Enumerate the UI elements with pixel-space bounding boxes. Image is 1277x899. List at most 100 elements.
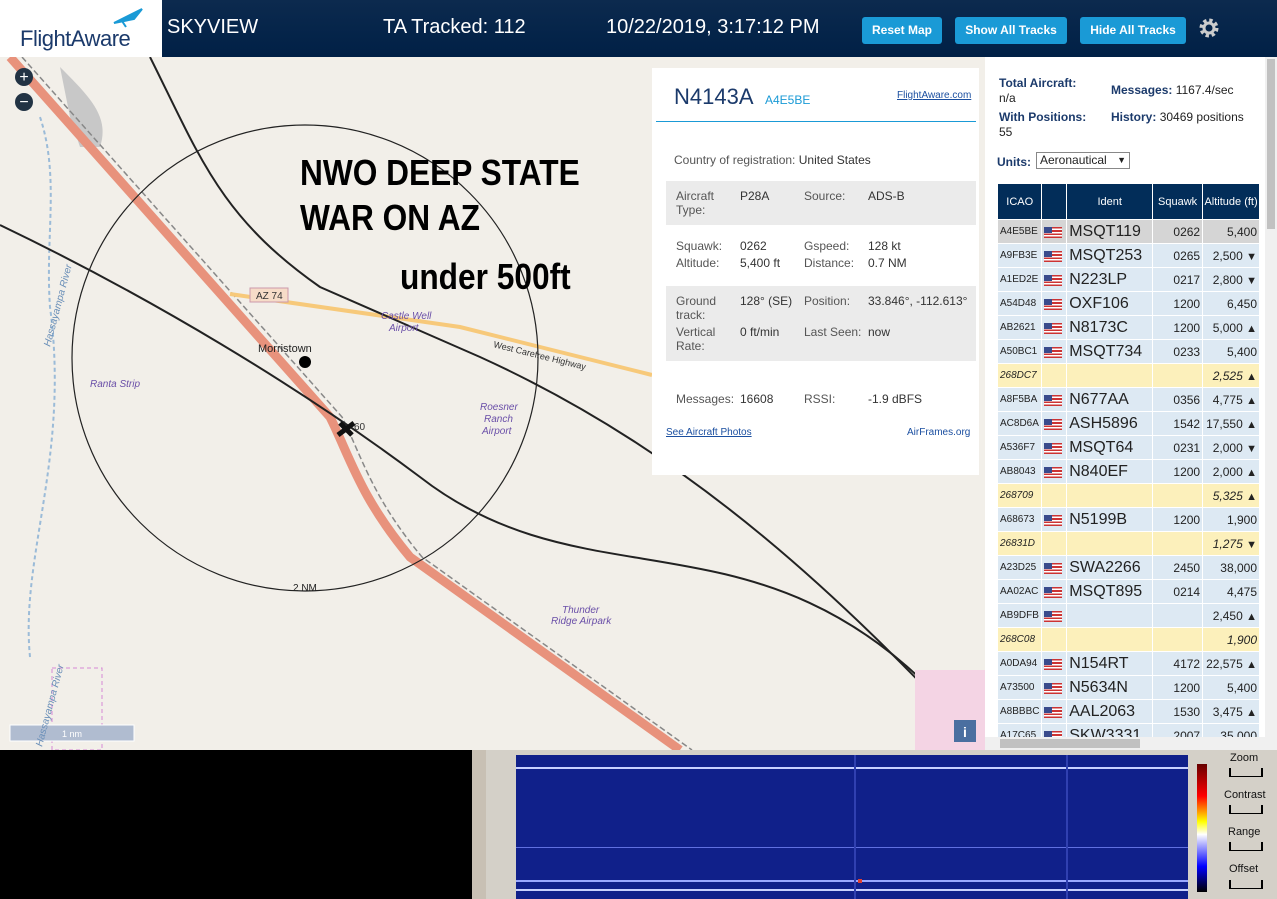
detail-group: Ground track: 128° (SE) Position: 33.846°, …	[666, 286, 976, 361]
photos-link[interactable]: See Aircraft Photos	[666, 427, 752, 438]
altitude-cell: 5,325 ▲	[1202, 483, 1260, 508]
zoom-out[interactable]	[15, 93, 33, 111]
icao: A8BBBC	[996, 699, 1043, 724]
aircraft-row[interactable]: 26831D 1,275 ▼	[996, 531, 1260, 556]
aircraft-row[interactable]: A1ED2E N223LP 0217 2,800 ▼	[996, 267, 1260, 292]
flag-icon	[1044, 610, 1063, 622]
logo[interactable]: FlightAware	[0, 0, 162, 57]
aircraft-row[interactable]: A68673 N5199B 1200 1,900	[996, 507, 1260, 532]
detail-group: Aircraft Type: P28A Source: ADS-B	[666, 181, 976, 225]
reset-map-button[interactable]: Reset Map	[862, 17, 942, 44]
aircraft-row[interactable]: AA02AC MSQT895 0214 4,475	[996, 579, 1260, 604]
squawk	[1152, 603, 1204, 628]
altitude: 2,000	[1212, 464, 1243, 479]
flag-icon	[1044, 346, 1063, 358]
aircraft-row[interactable]: AB9DFB 2,450 ▲	[996, 603, 1260, 628]
detail-value: ADS-B	[868, 189, 905, 203]
altitude-cell: 4,775 ▲	[1202, 387, 1260, 412]
popup-callsign: N4143A	[674, 84, 754, 109]
stat-value: n/a	[999, 91, 1016, 105]
detail-label: Position:	[804, 294, 851, 308]
squawk	[1152, 363, 1204, 388]
altitude: 2,500	[1212, 248, 1243, 263]
aircraft-row[interactable]: A8F5BA N677AA 0356 4,775 ▲	[996, 387, 1260, 412]
range-slider[interactable]	[1229, 842, 1263, 851]
column-header[interactable]: Altitude (ft)	[1202, 183, 1260, 220]
icao: A68673	[996, 507, 1043, 532]
altitude: 4,475	[1226, 584, 1257, 599]
aircraft-row[interactable]: AC8D6A ASH5896 1542 17,550 ▲	[996, 411, 1260, 436]
zoom-slider[interactable]	[1229, 768, 1263, 777]
flag-cell	[1041, 291, 1068, 316]
flag-cell	[1041, 219, 1068, 244]
color-bar	[1197, 764, 1207, 892]
aircraft-row[interactable]: A0DA94 N154RT 4172 22,575 ▲	[996, 651, 1260, 676]
column-header[interactable]: ICAO	[996, 183, 1043, 220]
aircraft-icon[interactable]	[336, 421, 356, 437]
popup-link[interactable]: FlightAware.com	[897, 90, 972, 101]
icao: A23D25	[996, 555, 1043, 580]
airframes-link[interactable]: AirFrames.org	[907, 427, 971, 438]
detail-value: 128 kt	[868, 239, 901, 253]
aircraft-row[interactable]: A50BC1 MSQT734 0233 5,400	[996, 339, 1260, 364]
divider	[656, 121, 976, 122]
icao: AB9DFB	[996, 603, 1043, 628]
ident: N840EF	[1066, 459, 1154, 484]
flag-icon	[1044, 274, 1063, 286]
stat-label: Total Aircraft:	[999, 76, 1077, 90]
ident: ASH5896	[1066, 411, 1154, 436]
detail-value: now	[868, 325, 891, 339]
aircraft-row[interactable]: A73500 N5634N 1200 5,400	[996, 675, 1260, 700]
range-ring	[71, 124, 539, 592]
aircraft-row[interactable]: 268C08 1,900	[996, 627, 1260, 652]
aircraft-row[interactable]: AB2621 N8173C 1200 5,000 ▲	[996, 315, 1260, 340]
flag-cell	[1041, 627, 1068, 652]
squawk: 0217	[1152, 267, 1204, 292]
flag-icon	[1044, 466, 1063, 478]
altitude-cell: 1,900	[1202, 507, 1260, 532]
flag-icon	[1044, 226, 1063, 238]
column-header[interactable]: Squawk	[1152, 183, 1204, 220]
hide-tracks-button[interactable]: Hide All Tracks	[1080, 17, 1186, 44]
squawk: 1200	[1152, 675, 1204, 700]
boundary	[0, 224, 985, 750]
aircraft-row[interactable]: A4E5BE MSQT119 0262 5,400	[996, 219, 1260, 244]
units-label: Units:	[997, 155, 1031, 169]
logo-text: FlightAware	[20, 26, 131, 51]
column-header[interactable]: Ident	[1066, 183, 1154, 220]
stat-label: Messages:	[1111, 83, 1173, 97]
aircraft-row[interactable]: A536F7 MSQT64 0231 2,000 ▼	[996, 435, 1260, 460]
flag-cell	[1041, 243, 1068, 268]
zoom-in[interactable]	[15, 68, 33, 86]
aircraft-row[interactable]: AB8043 N840EF 1200 2,000 ▲	[996, 459, 1260, 484]
stat-value: 1167.4/sec	[1175, 83, 1234, 97]
h-scrollbar[interactable]	[985, 737, 1277, 750]
detail-value: 0.7 NM	[868, 256, 907, 270]
icao: A8F5BA	[996, 387, 1043, 412]
control-label: Zoom	[1230, 752, 1259, 764]
icao: AB2621	[996, 315, 1043, 340]
altitude-cell: 3,475 ▲	[1202, 699, 1260, 724]
contrast-slider[interactable]	[1229, 805, 1263, 814]
info-button[interactable]	[954, 720, 976, 742]
altitude: 17,550	[1206, 416, 1243, 431]
info-label: i	[963, 724, 967, 740]
aircraft-row[interactable]: A23D25 SWA2266 2450 38,000	[996, 555, 1260, 580]
aircraft-row[interactable]: A9FB3E MSQT253 0265 2,500 ▼	[996, 243, 1260, 268]
icao: AA02AC	[996, 579, 1043, 604]
detail-label: Gspeed:	[804, 239, 850, 253]
aircraft-row[interactable]: A8BBBC AAL2063 1530 3,475 ▲	[996, 699, 1260, 724]
aircraft-row[interactable]: 268DC7 2,525 ▲	[996, 363, 1260, 388]
altitude: 3,475	[1212, 704, 1243, 719]
flag-cell	[1041, 459, 1068, 484]
offset-slider[interactable]	[1229, 880, 1263, 889]
aircraft-row[interactable]: A54D48 OXF106 1200 6,450	[996, 291, 1260, 316]
aircraft-row[interactable]: 268709 5,325 ▲	[996, 483, 1260, 508]
altitude: 5,400	[1226, 224, 1257, 239]
units-select[interactable]: Aeronautical ▼	[1036, 152, 1130, 169]
settings-gear[interactable]	[1197, 16, 1221, 40]
show-tracks-button[interactable]: Show All Tracks	[955, 17, 1067, 44]
scrollbar[interactable]	[1265, 57, 1277, 737]
altitude-cell: 17,550 ▲	[1202, 411, 1260, 436]
header: FlightAware SKYVIEW TA Tracked: 112 10/2…	[0, 0, 1277, 57]
